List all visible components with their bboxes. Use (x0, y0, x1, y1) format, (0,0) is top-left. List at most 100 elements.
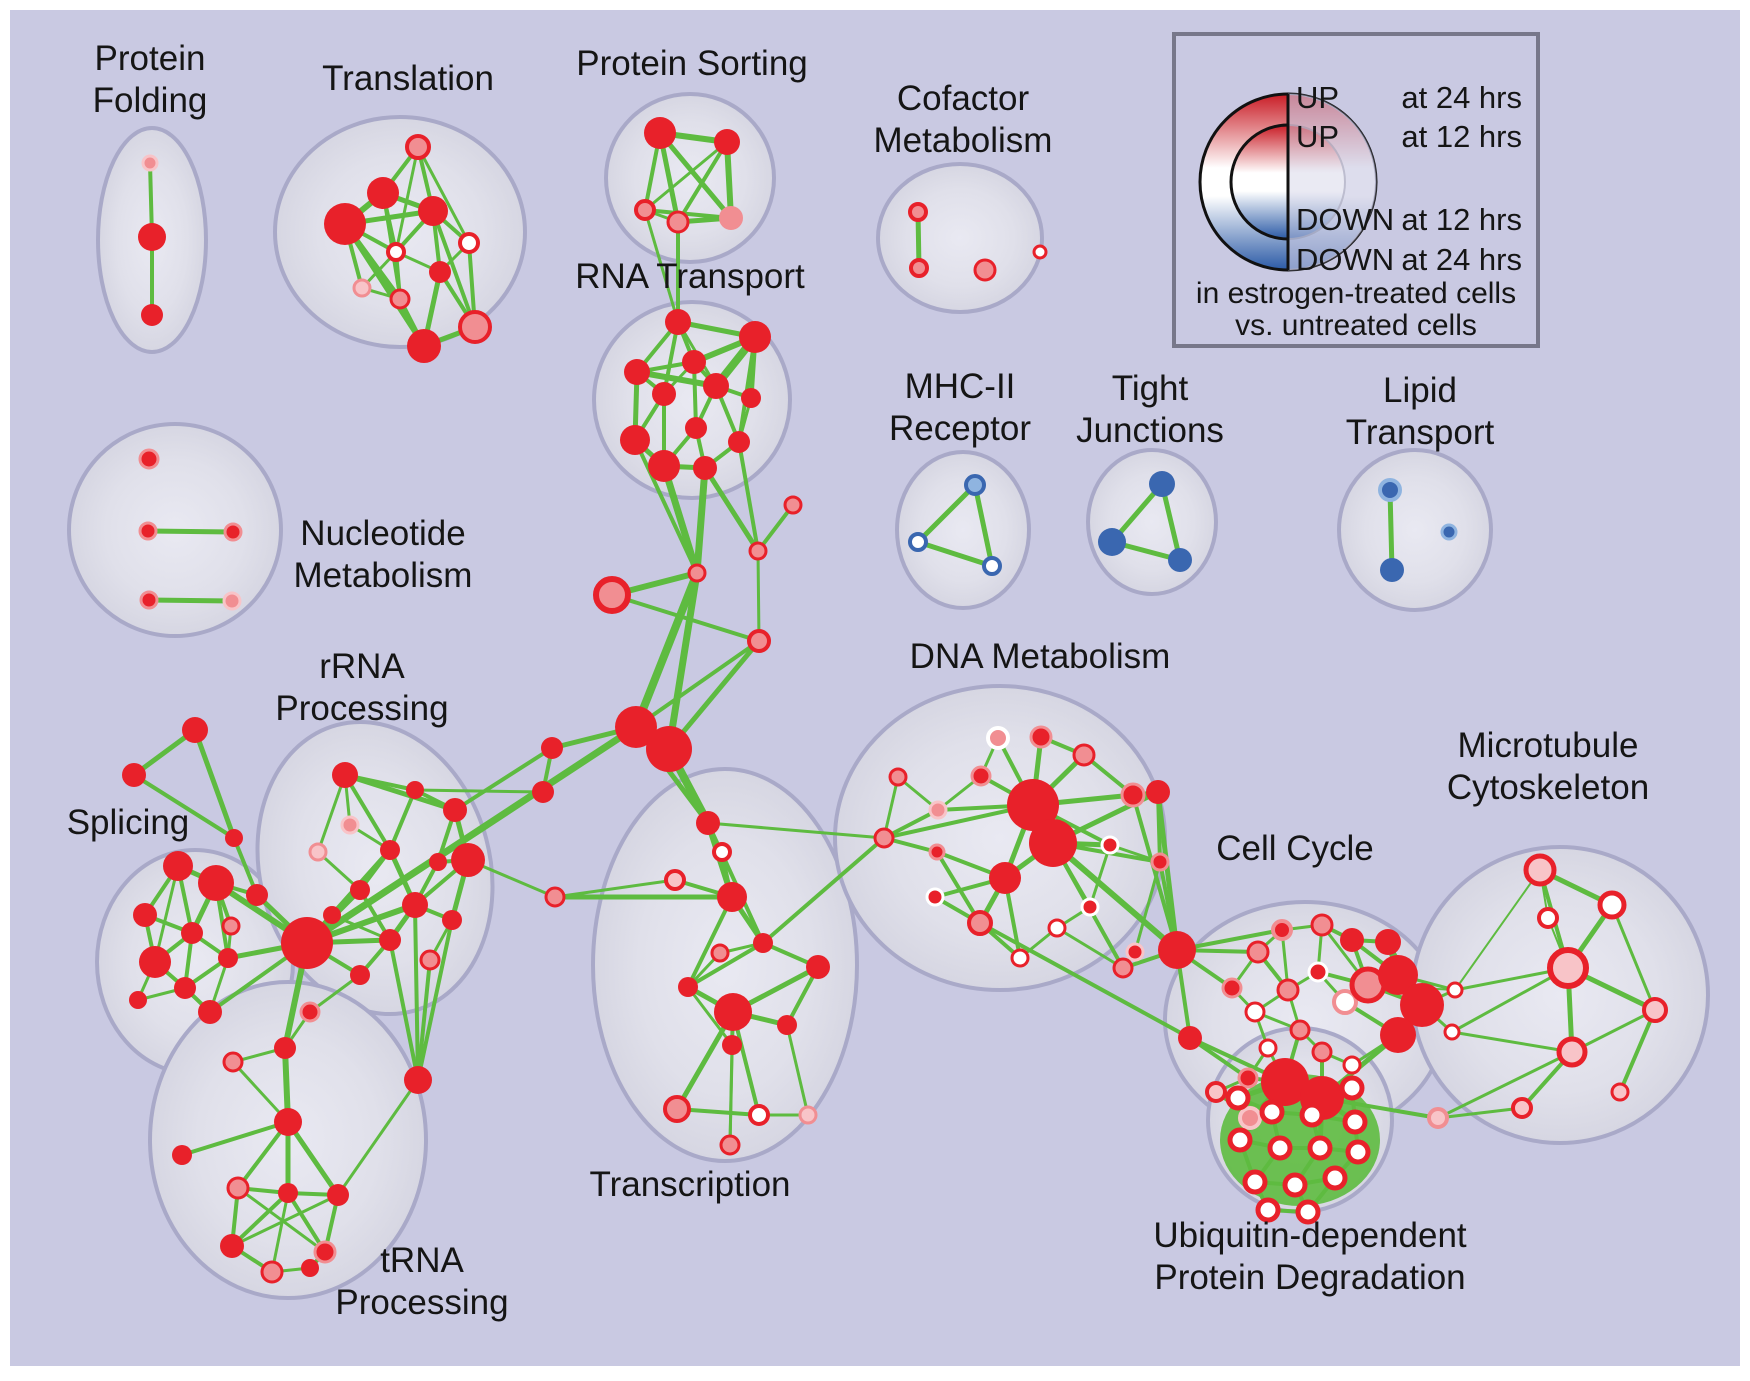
network-edge (132, 773, 236, 840)
network-edge (180, 1120, 290, 1157)
network-node (1072, 743, 1096, 767)
network-node (221, 916, 241, 936)
network-node (405, 134, 431, 160)
legend-time-label: at 24 hrs (1401, 80, 1522, 115)
network-node (133, 903, 157, 927)
network-node (1511, 1097, 1533, 1119)
network-edge (1131, 793, 1179, 952)
network-node (888, 767, 908, 787)
network-node (748, 1104, 770, 1126)
network-node (753, 933, 773, 953)
network-node (1642, 997, 1668, 1023)
network-edge (632, 569, 701, 731)
cluster-label-trna-processing: tRNA (380, 1241, 464, 1280)
cluster-ellipse-protein-sorting (604, 92, 776, 264)
network-edge (388, 788, 417, 852)
network-node (1289, 1019, 1311, 1041)
network-node (1205, 1081, 1227, 1103)
network-node (1100, 835, 1120, 855)
network-node (1238, 1106, 1262, 1130)
network-node (418, 196, 448, 226)
network-edge (416, 918, 454, 1082)
network-edge (1450, 1030, 1574, 1054)
network-node (182, 717, 208, 743)
network-node (1380, 1017, 1416, 1053)
network-node (198, 865, 234, 901)
network-node (687, 563, 707, 583)
cluster-label-transcription: Transcription (590, 1165, 791, 1204)
network-node (181, 922, 203, 944)
network-node (1443, 1023, 1461, 1041)
network-edge (270, 1191, 290, 1274)
network-node (1010, 948, 1030, 968)
network-node (1537, 907, 1559, 929)
network-node (402, 892, 428, 918)
network-node (122, 763, 146, 787)
network-node (1047, 918, 1067, 938)
cluster-label-lipid-transport: Lipid (1383, 371, 1457, 410)
network-node (777, 1015, 797, 1035)
cluster-label-trna-processing: Processing (335, 1283, 508, 1322)
cluster-label-protein-folding: Protein (95, 39, 206, 78)
network-node (1158, 931, 1196, 969)
network-edge (413, 903, 420, 1082)
network-node (739, 321, 771, 353)
network-node (634, 199, 656, 221)
network-node (1255, 1197, 1281, 1223)
network-edge (978, 921, 1192, 1040)
network-node (1125, 942, 1145, 962)
network-node (1244, 1001, 1266, 1023)
network-edge (643, 140, 729, 212)
network-node (1168, 548, 1192, 572)
network-node (1345, 1139, 1371, 1165)
cluster-label-nucleotide-metabolism: Nucleotide (300, 514, 465, 553)
network-edge (1088, 843, 1112, 909)
network-node (379, 929, 401, 951)
network-edge (192, 727, 237, 841)
legend-pale-half (1288, 93, 1377, 271)
cluster-ellipse-lipid-transport (1337, 448, 1493, 612)
network-edge (686, 985, 734, 1047)
network-edge (935, 850, 982, 925)
cluster-label-translation: Translation (322, 59, 494, 98)
network-node (1610, 1082, 1630, 1102)
network-node (1342, 1109, 1368, 1135)
network-edge (1055, 926, 1125, 970)
network-edge (153, 864, 180, 964)
network-node (274, 1108, 302, 1136)
network-edge (915, 539, 995, 569)
network-edge (1159, 481, 1183, 563)
network-node (970, 765, 992, 787)
network-node (1227, 1127, 1253, 1153)
legend-direction-label: UP (1296, 119, 1339, 154)
network-node (138, 223, 166, 251)
network-edge (706, 821, 886, 840)
network-edge (1570, 1008, 1657, 1054)
network-node (1378, 955, 1418, 995)
network-node (222, 1051, 244, 1073)
network-edge (230, 1191, 290, 1248)
network-node (172, 1145, 192, 1165)
network-edge (1387, 487, 1395, 573)
network-node (747, 629, 771, 653)
cluster-label-rrna-processing: Processing (275, 689, 448, 728)
network-node (1400, 983, 1444, 1027)
network-node (1271, 919, 1293, 941)
network-node (278, 1183, 298, 1203)
network-node (646, 726, 692, 772)
network-node (1267, 1135, 1293, 1161)
network-node (909, 258, 929, 278)
network-node (1032, 244, 1048, 260)
network-edge (686, 941, 765, 989)
network-edge (610, 593, 761, 643)
network-node (1342, 1055, 1362, 1075)
network-node (1332, 989, 1358, 1015)
cluster-label-protein-sorting: Protein Sorting (576, 44, 808, 83)
network-node (220, 1234, 244, 1258)
network-node (1440, 523, 1458, 541)
network-node (138, 448, 160, 470)
network-node (710, 943, 730, 963)
network-node (728, 431, 750, 453)
network-node (696, 811, 720, 835)
network-node (419, 949, 441, 971)
